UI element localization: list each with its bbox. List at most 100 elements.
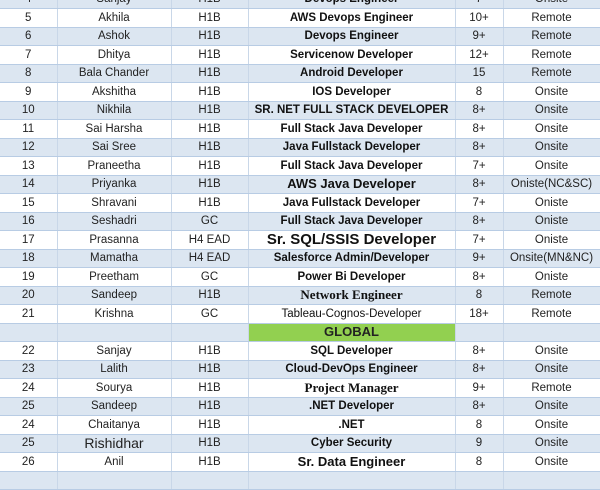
visa-status: H1B [171,156,249,176]
row-number: 17 [0,230,58,250]
experience: 8+ [455,267,504,287]
table-row: 12 Sai Sree H1B Java Fullstack Developer 8+ O… [0,138,600,157]
experience: 8+ [455,360,504,379]
row-number: 12 [0,138,58,157]
candidate-name: Sourya [57,378,172,398]
experience: 8 [455,286,504,305]
table-row-partial [0,471,600,490]
job-role: Devops Engineer [248,27,456,46]
job-role: Servicenow Developer [248,45,456,65]
location: Oniste [503,193,600,213]
table-row: 6 Ashok H1B Devops Engineer 9+ Remote [0,27,600,46]
table-row: 20 Sandeep H1B Network Engineer 8 Remote [0,286,600,305]
job-role: .NET Developer [248,397,456,416]
job-role: Salesforce Admin/Developer [248,249,456,268]
visa-status: H4 EAD [171,230,249,250]
experience: 8+ [455,138,504,157]
visa-status: H1B [171,415,249,435]
section-row: GLOBAL [0,323,600,342]
table-row: 9 Akshitha H1B IOS Developer 8 Onsite [0,82,600,102]
table-row: 24 Sourya H1B Project Manager 9+ Remote [0,378,600,398]
job-role: AWS Java Developer [248,175,456,194]
location: Onsite [503,415,600,435]
visa-status: H1B [171,27,249,46]
visa-status: H1B [171,175,249,194]
candidate-name: Nikhila [57,101,172,120]
row-number: 9 [0,82,58,102]
table-row: 11 Sai Harsha H1B Full Stack Java Developer… [0,119,600,139]
candidate-name: Seshadri [57,212,172,231]
experience: 8+ [455,101,504,120]
empty-cell [503,323,600,342]
row-number: 11 [0,119,58,139]
visa-status: GC [171,267,249,287]
job-role: Full Stack Java Developer [248,119,456,139]
candidate-name: Bala Chander [57,64,172,83]
location: Remote [503,27,600,46]
row-number: 24 [0,378,58,398]
candidate-name: Rishidhar [57,434,172,453]
visa-status: H1B [171,138,249,157]
row-number: 19 [0,267,58,287]
location: Onsite [503,360,600,379]
visa-status: H4 EAD [171,249,249,268]
candidate-name: Shravani [57,193,172,213]
empty-cell [455,323,504,342]
row-number: 23 [0,360,58,379]
candidate-name: Priyanka [57,175,172,194]
experience: 8+ [455,119,504,139]
row-number: 13 [0,156,58,176]
table-row: 15 Shravani H1B Java Fullstack Developer 7+ O… [0,193,600,213]
experience: 8+ [455,212,504,231]
candidate-name: Sandeep [57,286,172,305]
empty-cell [171,323,249,342]
candidate-name: Sai Harsha [57,119,172,139]
table-row: 21 Krishna GC Tableau-Cognos-Developer 18+ Re… [0,304,600,324]
row-number: 25 [0,397,58,416]
experience: 7 [455,0,504,9]
candidate-name: Anil [57,452,172,472]
visa-status: H1B [171,378,249,398]
empty-cell [503,471,600,490]
empty-cell [0,471,58,490]
job-role: AWS Devops Engineer [248,8,456,28]
experience: 9+ [455,27,504,46]
location: Onsite [503,0,600,9]
row-number: 24 [0,415,58,435]
table-row: 23 Lalith H1B Cloud-DevOps Engineer 8+ Onsite [0,360,600,379]
empty-cell [171,471,249,490]
job-role: Java Fullstack Developer [248,193,456,213]
visa-status: H1B [171,82,249,102]
row-number: 5 [0,8,58,28]
location: Onsite [503,138,600,157]
row-number: 4 [0,0,58,9]
experience: 7+ [455,156,504,176]
location: Remote [503,378,600,398]
row-number: 16 [0,212,58,231]
table-row: 10 Nikhila H1B SR. NET FULL STACK DEVELOPER… [0,101,600,120]
job-role: Cyber Security [248,434,456,453]
candidate-name: Akshitha [57,82,172,102]
job-role: Power Bi Developer [248,267,456,287]
job-role: Cloud-DevOps Engineer [248,360,456,379]
job-role: Project Manager [248,378,456,398]
row-number: 22 [0,341,58,361]
row-number: 18 [0,249,58,268]
candidate-name: Sai Sree [57,138,172,157]
row-number: 14 [0,175,58,194]
job-role: Devops Engineer [248,0,456,9]
visa-status: H1B [171,101,249,120]
table-row: 19 Preetham GC Power Bi Developer 8+ Oniste [0,267,600,287]
row-number: 6 [0,27,58,46]
visa-status: H1B [171,0,249,9]
candidate-name: Krishna [57,304,172,324]
candidate-name: Sandeep [57,397,172,416]
candidate-name: Lalith [57,360,172,379]
job-role: SQL Developer [248,341,456,361]
candidate-name: Prasanna [57,230,172,250]
experience: 7+ [455,193,504,213]
candidate-name: Akhila [57,8,172,28]
location: Remote [503,8,600,28]
empty-cell [57,323,172,342]
